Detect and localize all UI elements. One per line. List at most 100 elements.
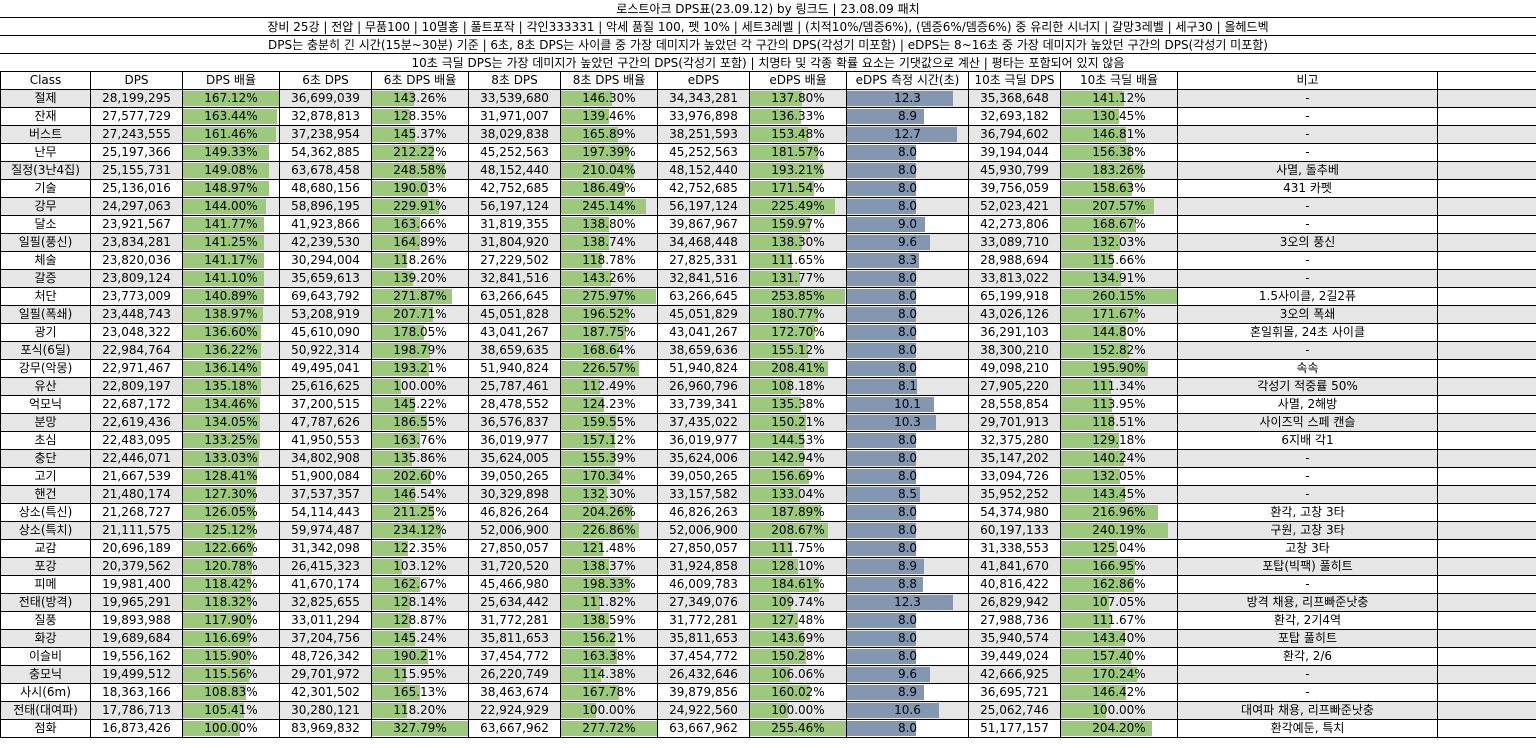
- cell-text: 138.37%: [582, 559, 636, 573]
- table-cell: 22,809,197: [91, 378, 183, 395]
- cell-text: 240.19%: [1092, 523, 1146, 537]
- table-row: 질풍 19,893,988 117.90% 33,011,294 128.87% 31,7…: [0, 612, 1536, 630]
- value-bar: [847, 325, 917, 340]
- table-cell: 32,375,280: [969, 432, 1061, 449]
- table-cell: 63,266,645: [469, 288, 561, 305]
- table-cell: 180.77%: [750, 306, 847, 323]
- value-bar: [750, 505, 821, 520]
- cell-text: 56,197,124: [480, 199, 549, 213]
- table-cell: 3오의 풍신: [1178, 234, 1438, 251]
- cell-text: 38,029,838: [480, 127, 549, 141]
- cell-text: 질정(3난4집): [11, 163, 80, 177]
- table-cell: 135.38%: [750, 396, 847, 413]
- table-cell: 10.3: [847, 414, 969, 431]
- cell-text: 163.76%: [393, 433, 447, 447]
- class-name-cell: 잔재: [0, 108, 91, 125]
- cell-text: 212.22%: [393, 145, 447, 159]
- table-cell: 37,435,022: [658, 414, 750, 431]
- table-cell: 28,478,552: [469, 396, 561, 413]
- cell-text: 127.30%: [204, 487, 258, 501]
- cell-text: 164.89%: [393, 235, 447, 249]
- table-row: 포식(6딜) 22,984,764 136.22% 50,922,314 198.79%…: [0, 342, 1536, 360]
- value-bar: [847, 217, 925, 232]
- table-cell: 39,194,044: [969, 144, 1061, 161]
- cell-text: 19,965,291: [102, 595, 171, 609]
- cell-text: 22,984,764: [102, 343, 171, 357]
- table-cell: 8.0: [847, 432, 969, 449]
- table-cell: 137.80%: [750, 90, 847, 107]
- table-cell: -: [1178, 144, 1438, 161]
- table-cell: 19,689,684: [91, 630, 183, 647]
- cell-text: 226.57%: [582, 361, 636, 375]
- value-bar: [183, 361, 262, 376]
- cell-text: 54,114,443: [291, 505, 360, 519]
- table-cell: 8.0: [847, 504, 969, 521]
- table-cell: 226.86%: [561, 522, 658, 539]
- value-bar: [750, 523, 829, 538]
- cell-text: 38,659,635: [480, 343, 549, 357]
- value-bar: [561, 235, 609, 250]
- table-cell: 38,300,210: [969, 342, 1061, 359]
- cell-text: 22,971,467: [102, 361, 171, 375]
- table-cell: 100.00%: [1061, 702, 1178, 719]
- cell-text: 115.95%: [393, 667, 447, 681]
- cell-text: 39,050,265: [480, 469, 549, 483]
- table-row: 사시(6m) 18,363,166 108.83% 42,301,502 165.13%…: [0, 684, 1536, 702]
- cell-text: 27,850,057: [480, 541, 549, 555]
- value-bar: [847, 523, 917, 538]
- cell-text: 26,829,942: [980, 595, 1049, 609]
- cell-text: 37,454,772: [480, 649, 549, 663]
- table-cell: 37,537,357: [280, 486, 372, 503]
- table-cell: 181.57%: [750, 144, 847, 161]
- table-cell: 22,687,172: [91, 396, 183, 413]
- cell-text: 38,659,636: [669, 343, 738, 357]
- table-cell: 100.00%: [750, 702, 847, 719]
- table-cell: 48,726,342: [280, 648, 372, 665]
- table-cell: 118.42%: [183, 576, 280, 593]
- value-bar: [1061, 199, 1154, 214]
- table-cell: 56,197,124: [469, 198, 561, 215]
- cell-text: 19,556,162: [102, 649, 171, 663]
- table-cell: 20,379,562: [91, 558, 183, 575]
- cell-text: 134.91%: [1092, 271, 1146, 285]
- cell-text: 108.83%: [204, 685, 258, 699]
- cell-text: 42,273,806: [980, 217, 1049, 231]
- cell-text: 146.81%: [1092, 127, 1146, 141]
- value-bar: [1061, 703, 1106, 718]
- value-bar: [750, 433, 805, 448]
- cell-text: -: [1305, 91, 1310, 105]
- cell-text: 19,981,400: [102, 577, 171, 591]
- table-row: 달소 23,921,567 141.77% 41,923,866 163.66% 31,8…: [0, 216, 1536, 234]
- table-cell: -: [1178, 126, 1438, 143]
- value-bar: [372, 235, 421, 250]
- value-bar: [183, 559, 253, 574]
- cell-text: 41,670,174: [291, 577, 360, 591]
- table-cell: 140.24%: [1061, 450, 1178, 467]
- table-cell: 135.18%: [183, 378, 280, 395]
- cell-text: 132.05%: [1092, 469, 1146, 483]
- cell-text: 37,435,022: [669, 415, 738, 429]
- cell-text: 난무: [34, 145, 57, 159]
- cell-text: 202.60%: [393, 469, 447, 483]
- value-bar: [183, 271, 265, 286]
- table-cell: 19,499,512: [91, 666, 183, 683]
- cell-text: 8.0: [897, 649, 918, 663]
- cell-text: 143.40%: [1092, 631, 1146, 645]
- table-cell: 37,454,772: [658, 648, 750, 665]
- cell-text: 144.53%: [771, 433, 825, 447]
- table-cell: 26,432,646: [658, 666, 750, 683]
- table-cell: 253.85%: [750, 288, 847, 305]
- value-bar: [183, 397, 261, 412]
- table-cell: 56,197,124: [658, 198, 750, 215]
- class-name-cell: 충단: [0, 450, 91, 467]
- value-bar: [561, 541, 603, 556]
- class-name-cell: 사시(6m): [0, 684, 91, 701]
- table-cell: 42,301,502: [280, 684, 372, 701]
- cell-text: 34,343,281: [669, 91, 738, 105]
- value-bar: [372, 451, 412, 466]
- table-cell: 39,449,024: [969, 648, 1061, 665]
- class-name-cell: 분망: [0, 414, 91, 431]
- value-bar: [372, 253, 407, 268]
- cell-text: 245.14%: [582, 199, 636, 213]
- table-cell: 118.20%: [372, 702, 469, 719]
